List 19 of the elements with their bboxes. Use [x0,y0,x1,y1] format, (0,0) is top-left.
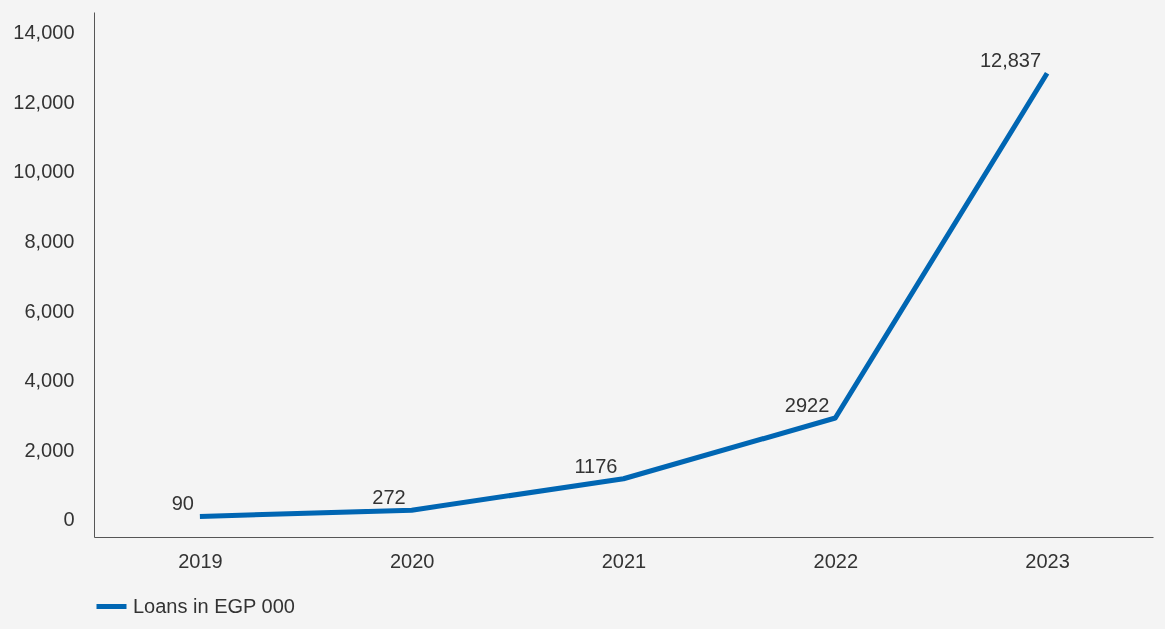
y-tick-label: 8,000 [24,229,75,252]
y-tick-label: 0 [63,508,75,531]
y-tick-label: 12,000 [13,90,75,113]
legend-label: Loans in EGP 000 [133,594,295,617]
x-tick-label: 2023 [1025,549,1070,572]
y-tick-label: 10,000 [13,160,75,183]
y-tick-label: 4,000 [24,369,75,392]
text: 1176 [574,454,618,477]
y-tick-label: 2,000 [24,438,75,461]
text: 272 [372,486,406,509]
y-tick-label: 14,000 [13,21,75,44]
y-tick-label: 6,000 [24,299,75,322]
x-tick-label: 2021 [601,549,647,572]
text: 90 [171,492,194,515]
text: 2922 [784,394,830,417]
text: 12,837 [979,49,1042,72]
x-tick-label: 2022 [813,549,859,572]
x-tick-label: 2019 [178,549,223,572]
x-tick-label: 2020 [389,549,435,572]
